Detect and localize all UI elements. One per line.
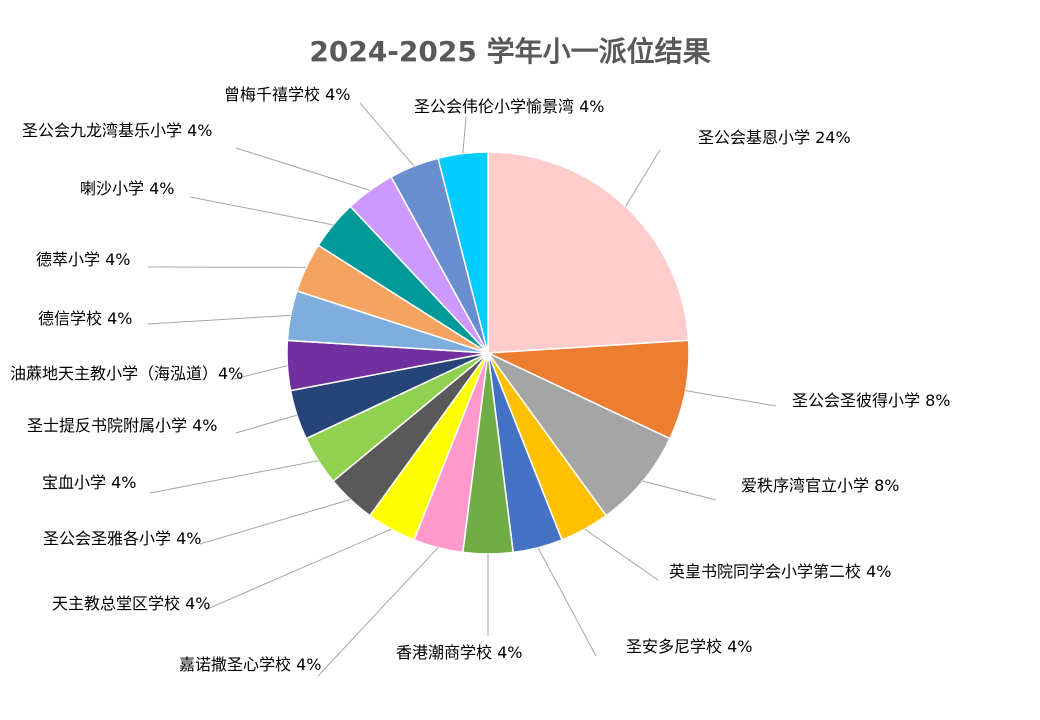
leader-line-17: [359, 102, 415, 167]
slice-label-4: 英皇书院同学会小学第二校 4%: [669, 562, 891, 581]
slice-label-5: 圣安多尼学校 4%: [626, 637, 752, 656]
slice-label-8: 天主教总堂区学校 4%: [52, 594, 210, 613]
leader-line-5: [537, 547, 597, 657]
pie-slices: [286, 151, 690, 555]
leader-line-2: [685, 390, 777, 407]
slice-label-18: 圣公会伟伦小学愉景湾 4%: [414, 97, 604, 116]
slice-label-10: 宝血小学 4%: [42, 473, 136, 492]
slice-label-13: 德信学校 4%: [38, 309, 132, 328]
leader-line-15: [189, 196, 334, 226]
slice-label-17: 曾梅千禧学校 4%: [224, 85, 350, 104]
leader-lines: [147, 102, 777, 677]
slice-labels: 圣公会基恩小学 24% 圣公会圣彼得小学 8% 爱秩序湾官立小学 8% 英皇书院同学会…: [10, 85, 950, 674]
leader-line-16: [235, 147, 371, 191]
pie-slice-3: [487, 352, 671, 517]
slice-label-3: 爱秩序湾官立小学 8%: [741, 476, 899, 495]
slice-label-9: 圣公会圣雅各小学 4%: [43, 529, 201, 548]
slice-label-16: 圣公会九龙湾基乐小学 4%: [22, 121, 212, 140]
leader-line-7: [317, 547, 439, 677]
pie-slice-2: [487, 339, 690, 440]
pie-slice-1: [487, 151, 690, 354]
slice-label-1: 圣公会基恩小学 24%: [698, 128, 851, 147]
leader-line-18: [462, 116, 467, 154]
pie-slice-18: [437, 151, 489, 354]
slice-label-6: 香港潮商学校 4%: [396, 643, 522, 662]
chart-title: 2024-2025 学年小一派位结果: [309, 35, 710, 68]
slice-label-15: 喇沙小学 4%: [80, 179, 174, 198]
leader-line-10: [149, 460, 319, 494]
leader-line-12: [229, 365, 288, 381]
leader-line-8: [204, 528, 392, 611]
slice-label-12: 油蔴地天主教小学（海泓道）4%: [10, 364, 243, 383]
leader-line-9: [199, 499, 351, 545]
leader-line-11: [235, 414, 297, 434]
leader-line-1: [625, 149, 661, 207]
slice-label-14: 德萃小学 4%: [36, 250, 130, 269]
slice-label-7: 嘉诺撒圣心学校 4%: [179, 655, 321, 674]
slice-label-11: 圣士提反书院附属小学 4%: [27, 416, 217, 435]
leader-line-13: [147, 314, 291, 325]
leader-line-3: [642, 480, 717, 501]
leader-line-4: [584, 528, 659, 581]
slice-label-2: 圣公会圣彼得小学 8%: [792, 391, 950, 410]
